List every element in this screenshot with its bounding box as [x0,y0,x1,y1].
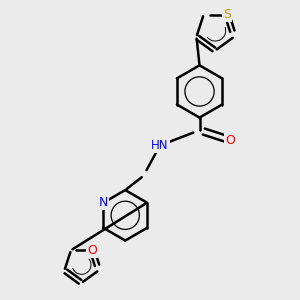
Text: O: O [225,134,235,147]
Text: S: S [223,8,231,21]
Text: O: O [87,244,97,257]
Text: N: N [99,196,108,209]
Text: HN: HN [151,139,169,152]
